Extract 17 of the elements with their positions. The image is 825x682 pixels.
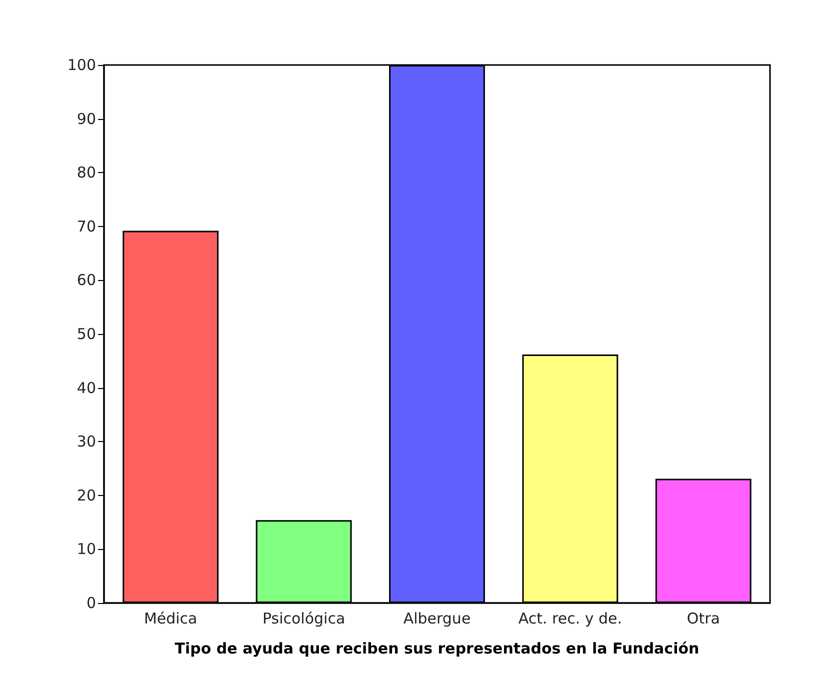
y-tick-label: 70: [76, 217, 96, 236]
x-tick-label: Albergue: [403, 610, 471, 628]
y-tick-label: 60: [76, 271, 96, 290]
y-tick-label: 10: [76, 540, 96, 558]
y-tick-label: 100: [67, 56, 96, 74]
y-tick-label: 90: [76, 110, 96, 128]
x-axis-title: Tipo de ayuda que reciben sus representados en la Fundación: [174, 640, 700, 658]
x-tick-label: Psicológica: [262, 610, 346, 628]
x-tick-label: Otra: [686, 610, 720, 628]
y-tick-label: 20: [76, 486, 96, 504]
x-tick-label: Act. rec. y de.: [518, 610, 622, 628]
y-tick-label: 30: [76, 432, 96, 451]
x-tick-label: Médica: [144, 610, 198, 628]
y-tick-label: 50: [76, 325, 96, 343]
y-tick-label: 0: [86, 594, 96, 612]
y-tick-label: 40: [76, 378, 96, 397]
y-tick-label: 80: [76, 164, 96, 182]
